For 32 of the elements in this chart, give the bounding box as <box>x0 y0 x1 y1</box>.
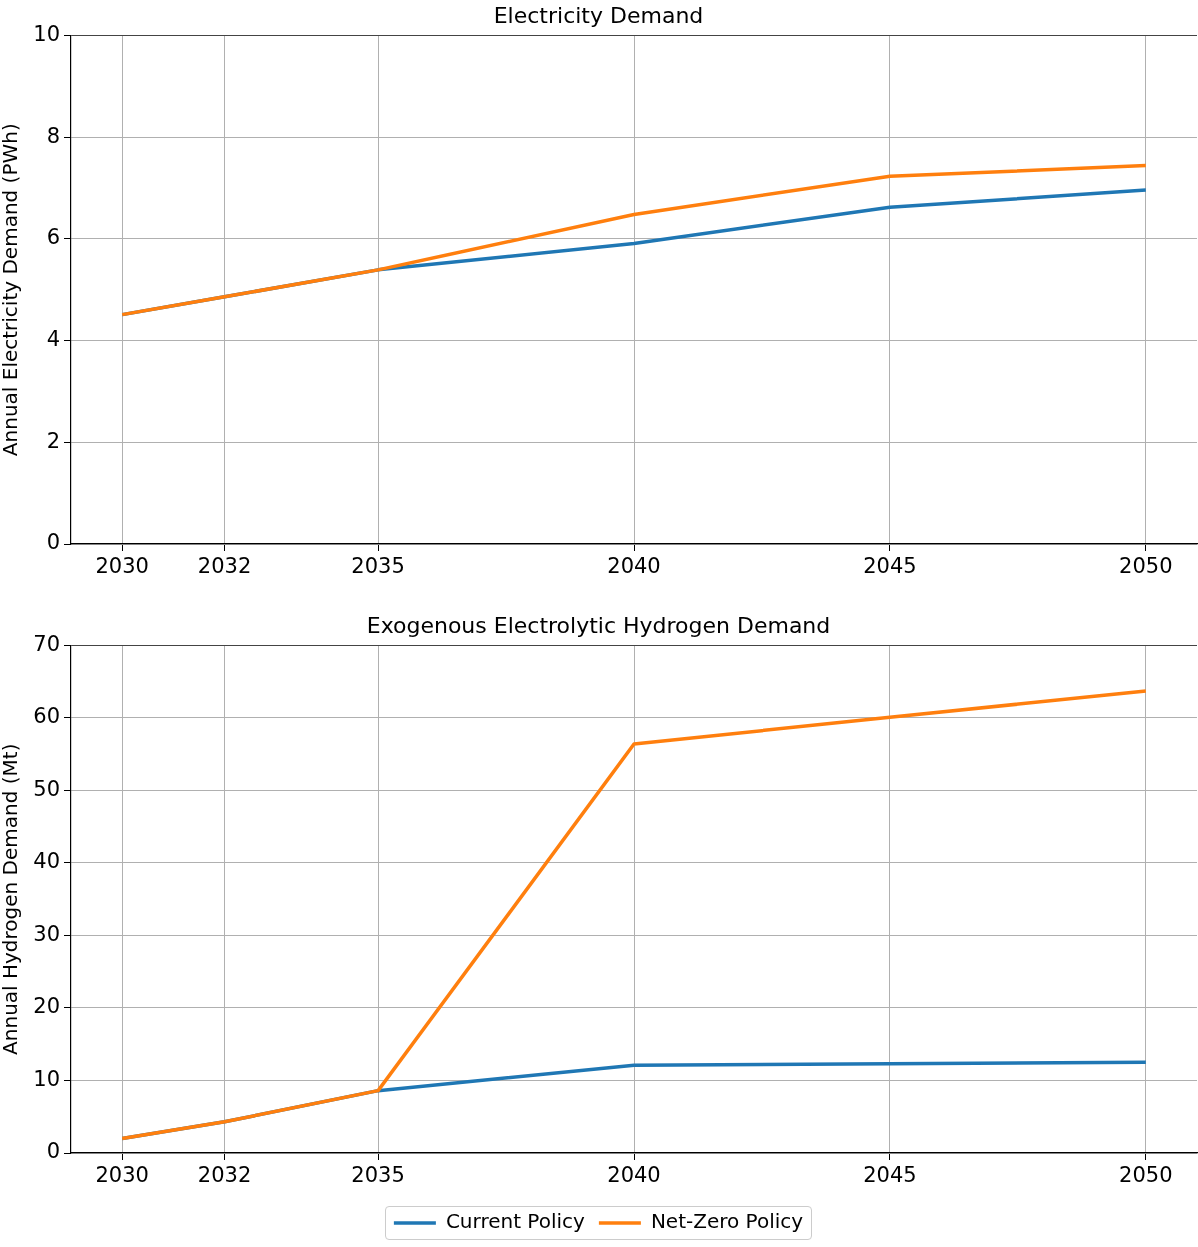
y-tick-label: 30 <box>33 921 60 946</box>
y-tick-label: 6 <box>46 225 60 250</box>
y-tick-label: 70 <box>33 631 60 656</box>
x-tick-label: 2035 <box>351 1163 405 1188</box>
x-tick-label: 2050 <box>1119 554 1173 579</box>
y-tick-label: 0 <box>46 530 60 555</box>
x-tick-label: 2030 <box>95 1163 149 1188</box>
x-tick-label: 2035 <box>351 554 405 579</box>
legend-label: Current Policy <box>445 1209 586 1234</box>
legend-label: Net-Zero Policy <box>650 1209 804 1234</box>
y-axis-title: Annual Hydrogen Demand (Mt) <box>0 743 23 1055</box>
x-tick-label: 2045 <box>863 554 917 579</box>
x-tick-label: 2032 <box>197 554 252 579</box>
x-tick-label: 2032 <box>197 1163 252 1188</box>
x-tick-label: 2040 <box>607 1163 661 1188</box>
y-tick-label: 2 <box>46 428 60 453</box>
y-tick-label: 4 <box>46 327 60 352</box>
x-tick-label: 2030 <box>95 554 149 579</box>
y-tick-label: 20 <box>33 994 60 1019</box>
y-tick-label: 10 <box>33 1066 60 1091</box>
x-tick-label: 2045 <box>863 1163 917 1188</box>
y-tick-label: 40 <box>33 849 60 874</box>
y-tick-label: 8 <box>46 123 60 148</box>
chart-title: Electricity Demand <box>493 2 704 28</box>
y-axis-title: Annual Electricity Demand (PWh) <box>0 123 23 457</box>
chart-title: Exogenous Electrolytic Hydrogen Demand <box>366 612 831 638</box>
y-tick-label: 60 <box>33 704 60 729</box>
y-tick-label: 50 <box>33 776 60 801</box>
y-tick-label: 0 <box>46 1139 60 1164</box>
x-tick-label: 2050 <box>1119 1163 1173 1188</box>
y-tick-label: 10 <box>33 21 60 46</box>
x-tick-label: 2040 <box>607 554 661 579</box>
